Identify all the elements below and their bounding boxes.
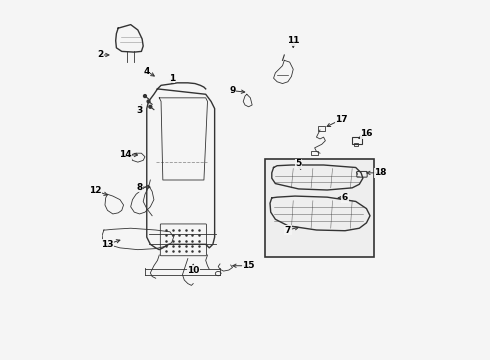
Text: 12: 12 <box>89 186 101 195</box>
Bar <box>311 152 318 155</box>
Text: 3: 3 <box>137 106 143 115</box>
FancyBboxPatch shape <box>265 158 373 257</box>
Text: 15: 15 <box>243 261 255 270</box>
Text: 1: 1 <box>169 74 175 83</box>
Circle shape <box>149 105 152 108</box>
Text: 16: 16 <box>360 129 373 138</box>
Text: 10: 10 <box>187 266 199 275</box>
Text: 6: 6 <box>342 193 348 202</box>
Text: 7: 7 <box>285 225 291 234</box>
Text: 14: 14 <box>119 150 132 159</box>
Text: 17: 17 <box>335 115 348 124</box>
Text: 2: 2 <box>97 50 103 59</box>
Text: 9: 9 <box>229 86 236 95</box>
Text: 5: 5 <box>295 159 302 168</box>
Text: 13: 13 <box>101 240 114 249</box>
Bar <box>352 137 362 144</box>
Bar <box>354 143 358 146</box>
Text: 4: 4 <box>144 67 150 76</box>
Circle shape <box>147 100 150 103</box>
Text: 8: 8 <box>137 183 143 192</box>
Text: 18: 18 <box>374 168 387 177</box>
Circle shape <box>144 95 147 98</box>
Bar <box>318 126 325 131</box>
Text: 11: 11 <box>287 36 299 45</box>
